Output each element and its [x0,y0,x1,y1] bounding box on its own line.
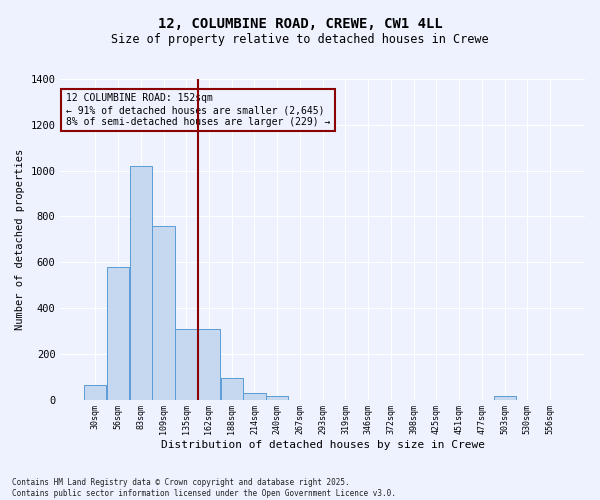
Bar [198,328,220,400]
Bar [152,226,175,400]
Bar [175,328,197,400]
Bar [244,392,266,400]
Bar [84,384,106,400]
Text: Contains HM Land Registry data © Crown copyright and database right 2025.
Contai: Contains HM Land Registry data © Crown c… [12,478,396,498]
Bar [266,396,288,400]
Text: 12, COLUMBINE ROAD, CREWE, CW1 4LL: 12, COLUMBINE ROAD, CREWE, CW1 4LL [158,18,442,32]
Bar [494,396,515,400]
Text: 12 COLUMBINE ROAD: 152sqm
← 91% of detached houses are smaller (2,645)
8% of sem: 12 COLUMBINE ROAD: 152sqm ← 91% of detac… [65,94,330,126]
X-axis label: Distribution of detached houses by size in Crewe: Distribution of detached houses by size … [161,440,485,450]
Bar [221,378,243,400]
Text: Size of property relative to detached houses in Crewe: Size of property relative to detached ho… [111,32,489,46]
Bar [130,166,152,400]
Bar [107,267,129,400]
Y-axis label: Number of detached properties: Number of detached properties [15,148,25,330]
